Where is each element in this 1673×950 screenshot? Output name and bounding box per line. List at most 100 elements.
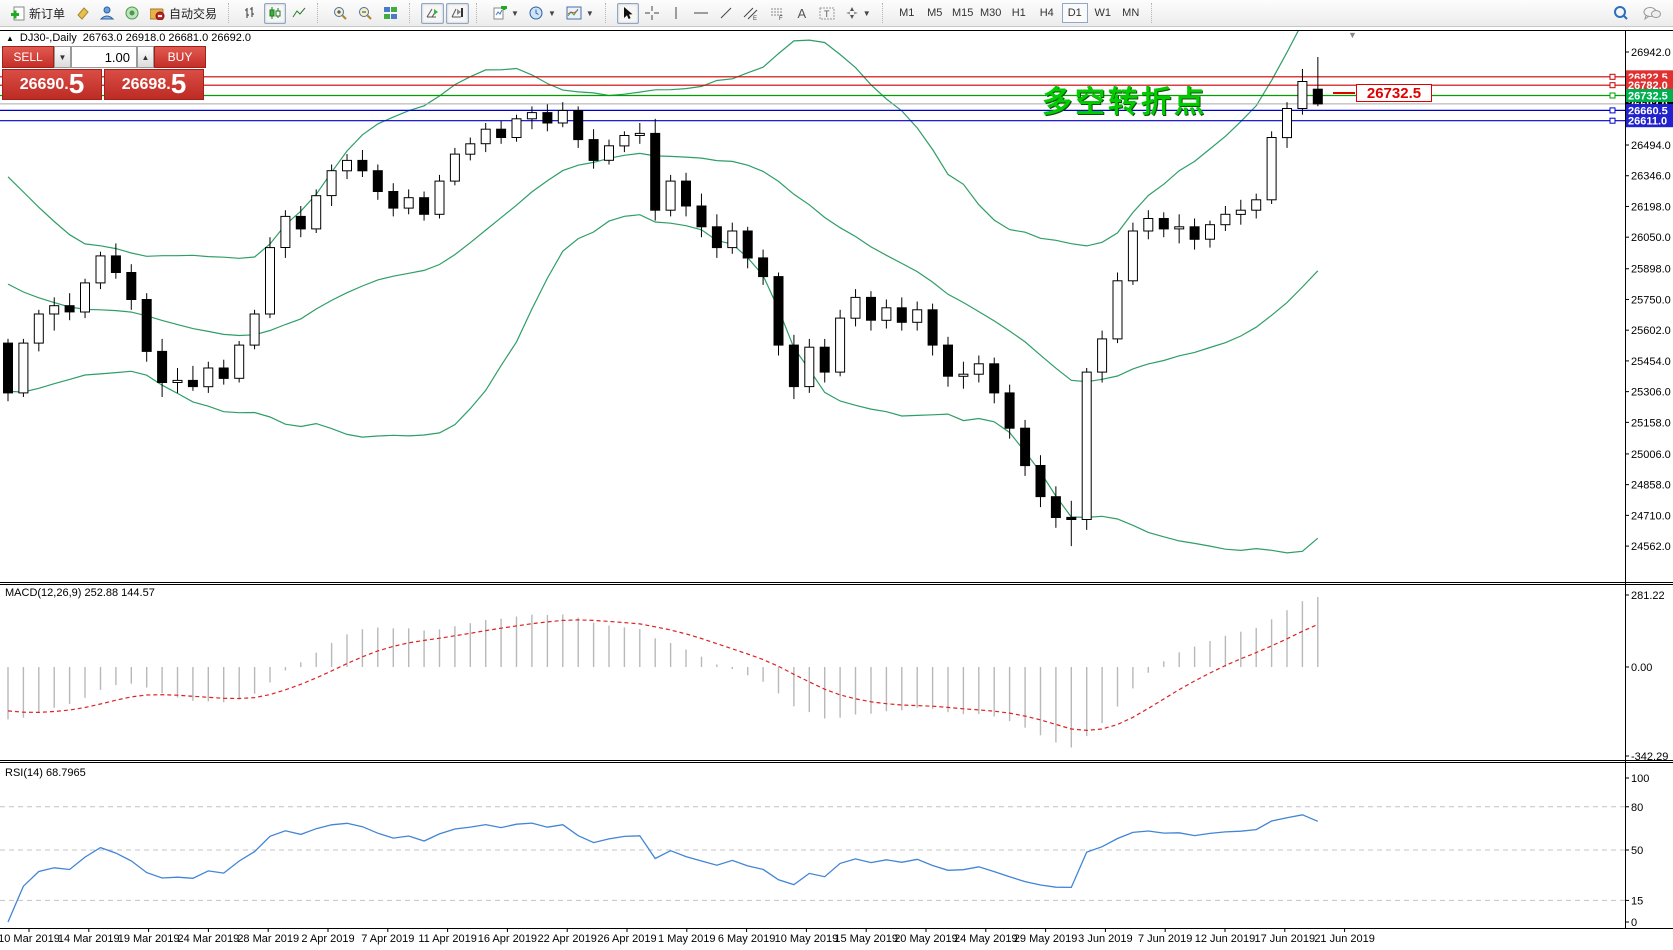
- candle-body: [850, 296, 861, 319]
- rsi-scale-label: 15: [1631, 895, 1643, 907]
- date-axis-label: 24 Mar 2019: [178, 933, 240, 945]
- fibonacci-tool[interactable]: F: [765, 3, 789, 24]
- date-axis-label: 28 Mar 2019: [237, 933, 299, 945]
- line-chart-mode-button[interactable]: [288, 3, 310, 24]
- sell-button[interactable]: SELL: [2, 46, 54, 68]
- chart-window: 26942.0 26494.0 26346.0 26198.0 26050.0 25898…: [0, 27, 1673, 950]
- tf-d1[interactable]: D1: [1061, 3, 1088, 23]
- candle-body: [403, 197, 414, 209]
- candle-body: [203, 367, 214, 388]
- horizontal-line-objects[interactable]: [0, 73, 1625, 124]
- volume-input[interactable]: [71, 46, 137, 68]
- template-dropdown[interactable]: ▼: [562, 3, 598, 24]
- chat-button[interactable]: [1639, 3, 1665, 24]
- period-dropdown[interactable]: ▼: [525, 3, 560, 24]
- candle-body: [665, 180, 676, 211]
- hline-price-tag-bg: [1626, 114, 1673, 128]
- text-label-tool[interactable]: T: [815, 3, 839, 24]
- candle-body: [1127, 230, 1138, 282]
- search-button[interactable]: [1609, 3, 1633, 24]
- volume-step-up[interactable]: ▲: [137, 46, 154, 68]
- zoom-out-button[interactable]: [354, 3, 377, 24]
- candle-body: [249, 313, 260, 346]
- candle-body: [788, 344, 799, 388]
- tf-m15[interactable]: M15: [952, 7, 974, 19]
- candle-body: [542, 112, 553, 124]
- candle-body: [511, 118, 522, 139]
- new-order-button[interactable]: 新订单: [7, 3, 69, 24]
- vertical-line-tool[interactable]: [665, 3, 687, 24]
- date-axis-label: 11 Apr 2019: [418, 933, 477, 945]
- text-tool-icon: A: [797, 5, 807, 21]
- chart-canvas[interactable]: 26942.0 26494.0 26346.0 26198.0 26050.0 25898…: [0, 27, 1673, 950]
- webphone-button[interactable]: [121, 3, 144, 24]
- bollinger-bands: [7, 31, 1319, 554]
- new-chart-dropdown[interactable]: ▼: [488, 3, 523, 24]
- trendline-tool[interactable]: [715, 3, 737, 24]
- crosshair-tool-button[interactable]: [641, 3, 663, 24]
- tf-m1[interactable]: M1: [899, 7, 915, 19]
- candle-body: [727, 230, 738, 249]
- profile-button[interactable]: [96, 3, 119, 24]
- autotrading-button[interactable]: 自动交易: [146, 3, 221, 24]
- candle-body: [1297, 81, 1308, 109]
- candle-body: [619, 135, 630, 147]
- candlestick-icon: [268, 6, 282, 20]
- volume-step-down[interactable]: ▼: [54, 46, 71, 68]
- candle-body: [80, 282, 90, 313]
- eraser-button[interactable]: [71, 3, 94, 24]
- candle-body: [912, 309, 923, 323]
- price-tag-label[interactable]: 26732.5: [1356, 84, 1432, 102]
- tf-mn[interactable]: MN: [1122, 7, 1140, 19]
- candle-body: [1050, 496, 1061, 519]
- tf-m5[interactable]: M5: [927, 7, 943, 19]
- buy-button[interactable]: BUY: [154, 46, 206, 68]
- candle-body: [881, 307, 892, 321]
- horizontal-line-tool[interactable]: [689, 3, 713, 24]
- channel-tool[interactable]: E: [739, 3, 763, 24]
- cursor-tool-button[interactable]: [616, 2, 639, 24]
- toolbar-separator: [317, 3, 322, 23]
- candle-body: [742, 230, 753, 259]
- date-axis-label: 7 Apr 2019: [361, 933, 414, 945]
- candle-body: [3, 342, 13, 394]
- bollinger-lower: [7, 214, 1319, 554]
- bar-chart-mode-button[interactable]: [240, 3, 262, 24]
- tf-h1[interactable]: H1: [1011, 7, 1026, 19]
- zoom-in-button[interactable]: [329, 3, 352, 24]
- candlestick-mode-button[interactable]: [264, 2, 287, 24]
- tile-windows-icon: [383, 6, 398, 20]
- auto-scroll-button[interactable]: [421, 2, 445, 24]
- date-axis-label: 15 May 2019: [834, 933, 898, 945]
- autotrading-icon: [150, 6, 166, 20]
- toolbar-separator: [604, 3, 610, 23]
- date-axis-label: 14 Mar 2019: [58, 933, 120, 945]
- tile-windows-button[interactable]: [379, 3, 402, 24]
- price-axis[interactable]: 26942.0 26494.0 26346.0 26198.0 26050.0 25898…: [1625, 47, 1673, 553]
- chart-shift-button[interactable]: [446, 2, 470, 24]
- date-axis-label: 29 May 2019: [1014, 933, 1078, 945]
- price-axis-label: 25750.0: [1631, 294, 1671, 306]
- tf-m30[interactable]: M30: [980, 7, 1002, 19]
- main-toolbar: 新订单 自动交易 ▼ ▼ ▼: [0, 0, 1673, 27]
- tf-w1[interactable]: W1: [1094, 7, 1111, 19]
- candle-body: [943, 344, 953, 377]
- chart-frame: [0, 30, 1673, 929]
- buy-price-box[interactable]: 26698. 5: [104, 69, 204, 100]
- candle-body: [973, 363, 984, 375]
- candle-body: [681, 180, 691, 207]
- text-tool[interactable]: A: [791, 3, 813, 24]
- sell-price-box[interactable]: 26690. 5: [2, 69, 102, 100]
- new-order-icon: [11, 6, 26, 21]
- candle-body: [157, 350, 168, 383]
- arrows-dropdown[interactable]: ▼: [841, 3, 875, 24]
- tf-h4[interactable]: H4: [1039, 7, 1054, 19]
- candle-body: [650, 132, 661, 211]
- price-axis-label: 25454.0: [1631, 356, 1671, 368]
- macd-scale-label: 0.00: [1631, 662, 1652, 674]
- trade-panel-collapse-icon[interactable]: ▲: [6, 33, 14, 43]
- scroll-position-marker[interactable]: ▼: [1348, 30, 1357, 40]
- date-axis-label: 7 Jun 2019: [1138, 933, 1192, 945]
- hline-handle: [1609, 73, 1616, 80]
